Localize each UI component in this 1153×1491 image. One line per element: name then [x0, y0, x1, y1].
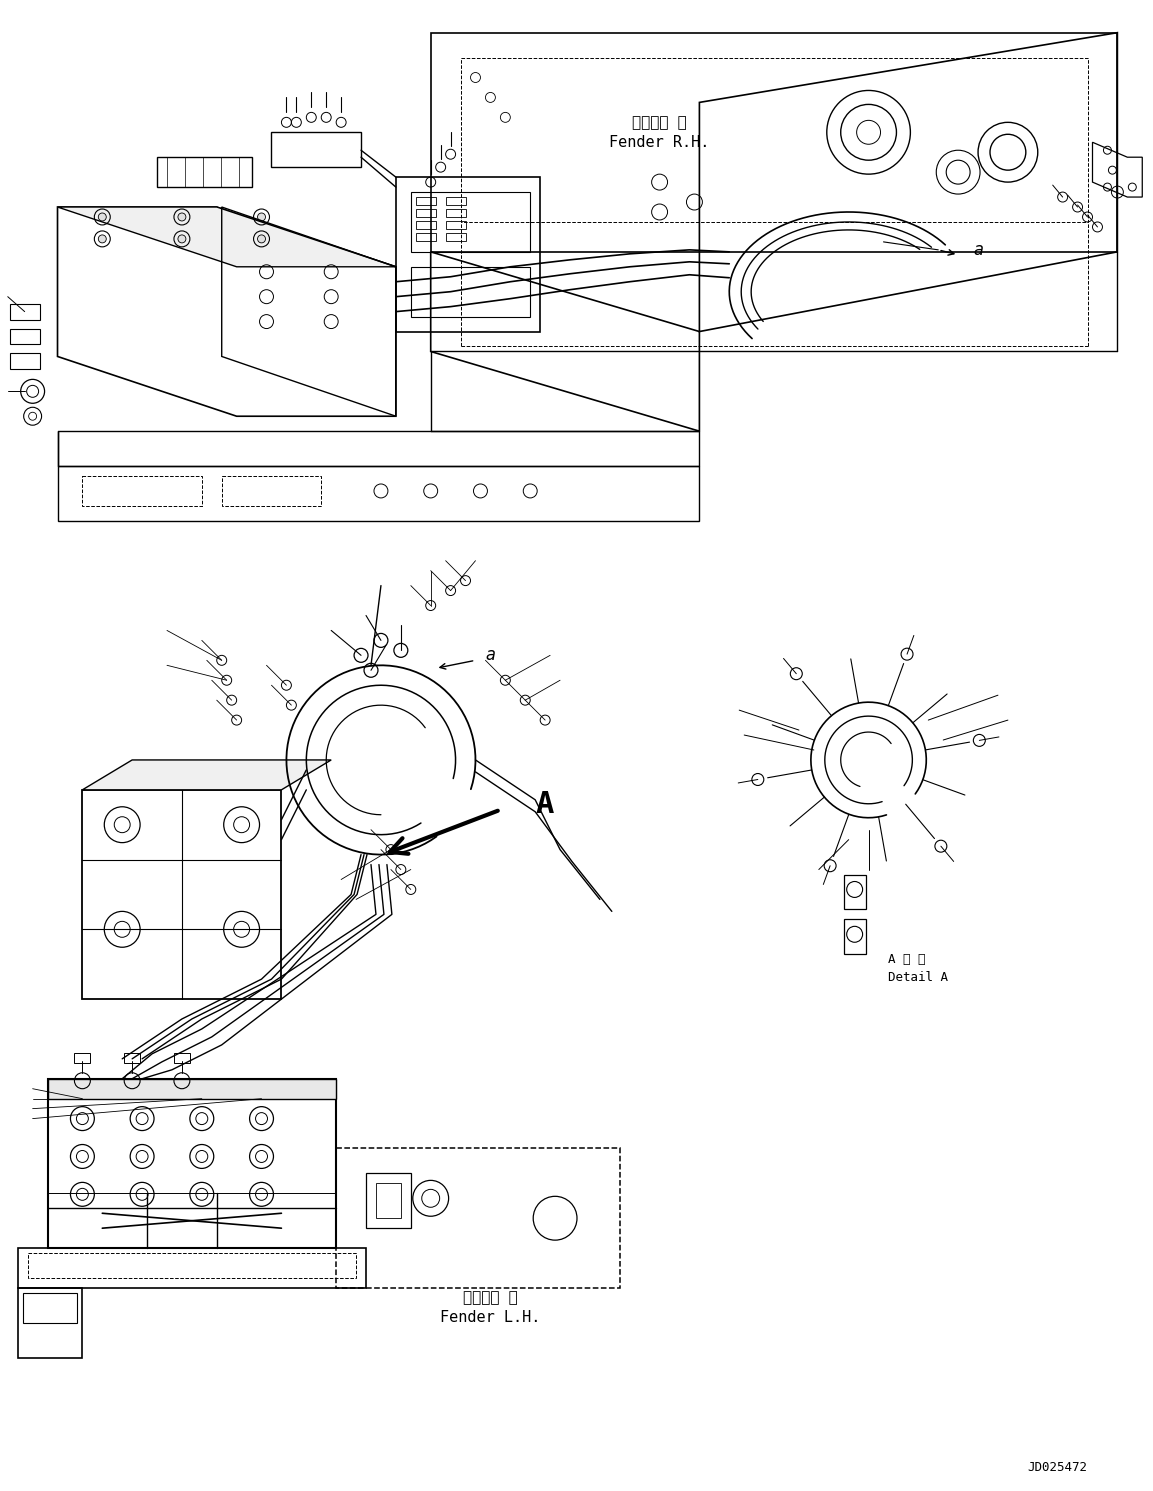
Text: A: A: [535, 790, 553, 819]
Bar: [844, 920, 866, 954]
Text: Fender L.H.: Fender L.H.: [440, 1311, 541, 1325]
Text: フェンダ 右: フェンダ 右: [632, 115, 687, 130]
Circle shape: [98, 213, 106, 221]
Bar: [416, 221, 436, 230]
Bar: [9, 328, 39, 344]
Bar: [416, 233, 436, 242]
Text: Detail A: Detail A: [889, 971, 949, 984]
Bar: [23, 1293, 77, 1323]
Bar: [9, 353, 39, 370]
Bar: [445, 209, 466, 218]
Bar: [445, 233, 466, 242]
Bar: [221, 476, 322, 505]
Circle shape: [98, 236, 106, 243]
Text: a: a: [485, 646, 496, 665]
Bar: [366, 1173, 410, 1229]
Bar: [75, 1053, 90, 1063]
Polygon shape: [58, 207, 395, 267]
Circle shape: [257, 236, 265, 243]
Text: JD025472: JD025472: [1027, 1461, 1087, 1473]
Bar: [410, 267, 530, 316]
Bar: [28, 1252, 356, 1278]
Bar: [376, 1184, 401, 1218]
Circle shape: [178, 213, 186, 221]
Bar: [445, 197, 466, 206]
Bar: [410, 192, 530, 252]
Bar: [174, 1053, 190, 1063]
Bar: [416, 197, 436, 206]
Text: A 詳 細: A 詳 細: [889, 953, 926, 966]
Text: フェンダ 左: フェンダ 左: [464, 1290, 518, 1306]
Bar: [82, 476, 202, 505]
Bar: [125, 1053, 141, 1063]
Polygon shape: [82, 760, 331, 790]
Bar: [844, 875, 866, 910]
Bar: [9, 304, 39, 319]
Bar: [416, 209, 436, 218]
Text: a: a: [973, 242, 984, 259]
Bar: [47, 1079, 337, 1099]
Circle shape: [257, 213, 265, 221]
Bar: [445, 221, 466, 230]
Text: Fender R.H.: Fender R.H.: [610, 134, 710, 149]
Circle shape: [178, 236, 186, 243]
